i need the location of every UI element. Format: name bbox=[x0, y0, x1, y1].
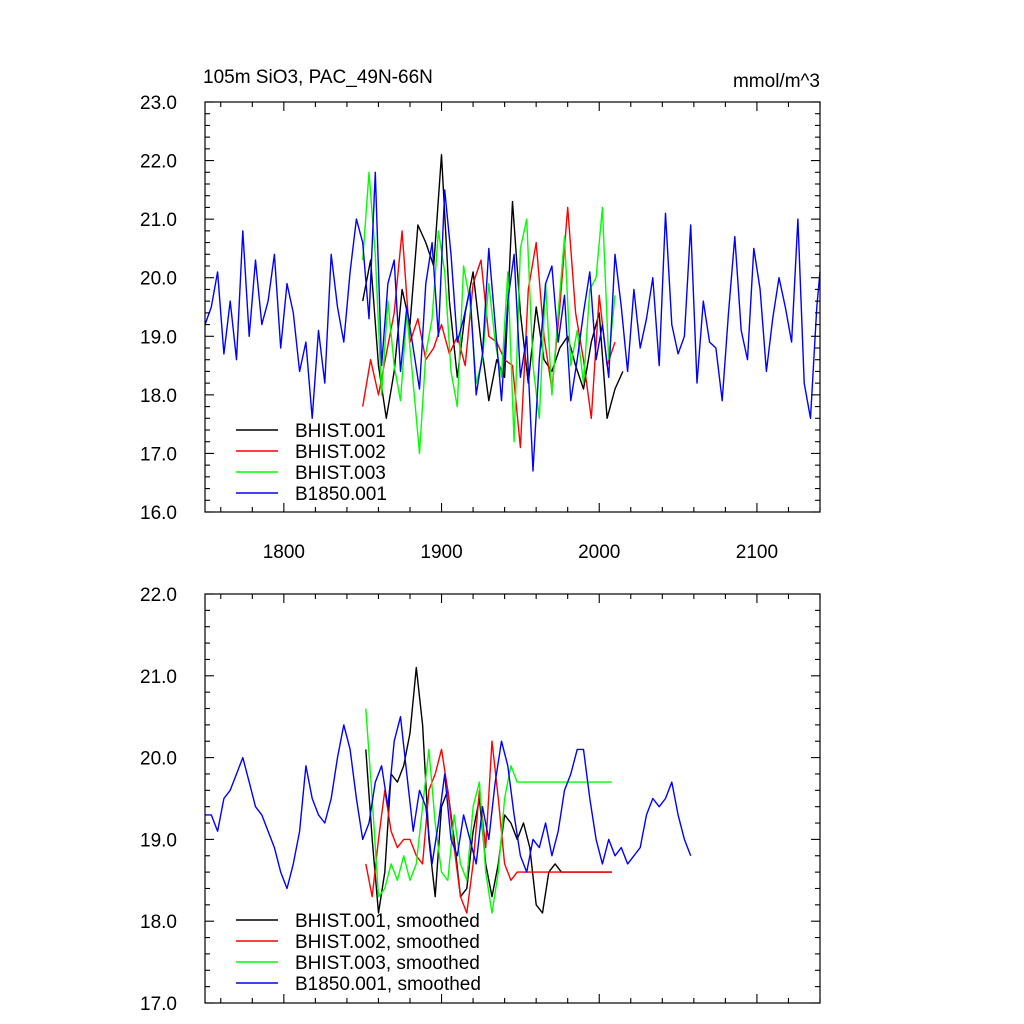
chart-title: 105m SiO3, PAC_49N-66N bbox=[203, 67, 433, 88]
series-line-2 bbox=[362, 171, 616, 455]
plot-frame bbox=[204, 593, 821, 1004]
y-tick-label: 19.0 bbox=[140, 830, 177, 851]
legend-label: BHIST.001 bbox=[295, 421, 386, 442]
y-tick-label: 22.0 bbox=[140, 152, 177, 173]
bottom-chart: 17.0 18.0 19.0 20.0 21.0 22.0 BHIST.001, smoot… bbox=[140, 585, 821, 1015]
y-tick-label: 17.0 bbox=[140, 994, 177, 1015]
legend-label: BHIST.002 bbox=[295, 442, 386, 463]
units-label: mmol/m^3 bbox=[733, 71, 820, 92]
y-tick-label: 21.0 bbox=[140, 210, 177, 231]
legend-label: BHIST.001, smoothed bbox=[295, 911, 480, 932]
series-line-1 bbox=[365, 740, 612, 914]
y-tick-label: 16.0 bbox=[140, 503, 177, 524]
x-tick-label: 1800 bbox=[263, 542, 305, 563]
x-tick-label: 2000 bbox=[578, 542, 620, 563]
series-line-1 bbox=[362, 206, 616, 449]
x-tick-label: 1900 bbox=[420, 542, 462, 563]
top-chart: 105m SiO3, PAC_49N-66N mmol/m^3 16.0 17.0… bbox=[140, 67, 821, 563]
y-tick-label: 20.0 bbox=[140, 749, 177, 770]
y-tick-label: 22.0 bbox=[140, 585, 177, 606]
legend-label: B1850.001, smoothed bbox=[295, 974, 481, 995]
legend-label: B1850.001 bbox=[295, 484, 387, 505]
legend-label: BHIST.003, smoothed bbox=[295, 953, 480, 974]
y-tick-label: 18.0 bbox=[140, 912, 177, 933]
legend-label: BHIST.002, smoothed bbox=[295, 932, 480, 953]
legend-label: BHIST.003 bbox=[295, 463, 386, 484]
y-tick-label: 21.0 bbox=[140, 667, 177, 688]
y-tick-label: 20.0 bbox=[140, 269, 177, 290]
plot-frame bbox=[204, 101, 821, 513]
y-tick-label: 17.0 bbox=[140, 444, 177, 465]
x-tick-label: 2100 bbox=[736, 542, 778, 563]
y-tick-label: 23.0 bbox=[140, 93, 177, 114]
series-line-2 bbox=[365, 708, 612, 914]
series-line-0 bbox=[362, 153, 624, 419]
y-tick-label: 19.0 bbox=[140, 327, 177, 348]
series-line-3 bbox=[205, 716, 692, 890]
y-tick-label: 18.0 bbox=[140, 386, 177, 407]
series-line-3 bbox=[204, 171, 821, 472]
